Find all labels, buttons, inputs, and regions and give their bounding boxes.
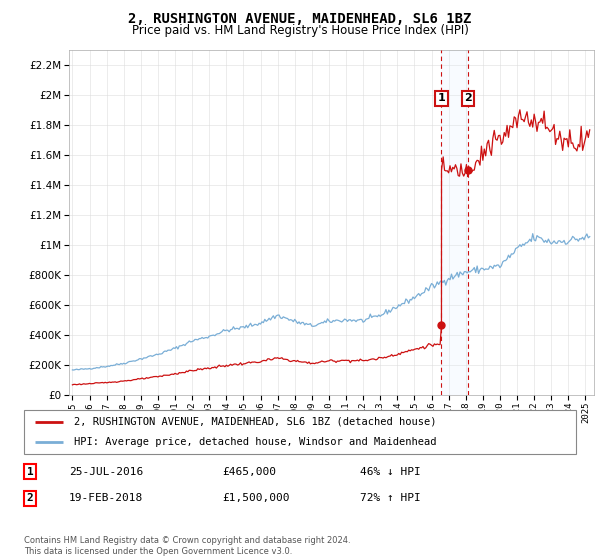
Text: £1,500,000: £1,500,000 (222, 493, 290, 503)
Text: 72% ↑ HPI: 72% ↑ HPI (360, 493, 421, 503)
Text: 2, RUSHINGTON AVENUE, MAIDENHEAD, SL6 1BZ (detached house): 2, RUSHINGTON AVENUE, MAIDENHEAD, SL6 1B… (74, 417, 436, 427)
Text: 2: 2 (26, 493, 34, 503)
Text: 1: 1 (437, 94, 445, 103)
Text: 46% ↓ HPI: 46% ↓ HPI (360, 466, 421, 477)
Text: HPI: Average price, detached house, Windsor and Maidenhead: HPI: Average price, detached house, Wind… (74, 437, 436, 447)
Text: £465,000: £465,000 (222, 466, 276, 477)
Text: Price paid vs. HM Land Registry's House Price Index (HPI): Price paid vs. HM Land Registry's House … (131, 24, 469, 36)
Text: 1: 1 (26, 466, 34, 477)
Bar (442, 50, 468, 395)
Text: 2: 2 (464, 94, 472, 103)
FancyBboxPatch shape (24, 410, 576, 454)
Text: 19-FEB-2018: 19-FEB-2018 (69, 493, 143, 503)
Text: Contains HM Land Registry data © Crown copyright and database right 2024.
This d: Contains HM Land Registry data © Crown c… (24, 536, 350, 556)
Text: 25-JUL-2016: 25-JUL-2016 (69, 466, 143, 477)
Text: 2, RUSHINGTON AVENUE, MAIDENHEAD, SL6 1BZ: 2, RUSHINGTON AVENUE, MAIDENHEAD, SL6 1B… (128, 12, 472, 26)
